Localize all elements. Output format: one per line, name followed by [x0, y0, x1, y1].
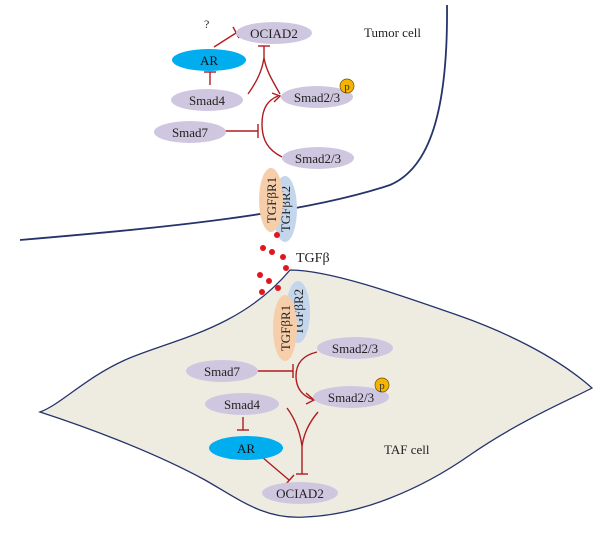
- taf-pathway-lines: [237, 351, 319, 486]
- ligand-dot: [260, 245, 266, 251]
- tumor-smad7-node: Smad7: [154, 121, 226, 143]
- taf-cell-label: TAF cell: [384, 442, 430, 457]
- taf-smad7-label: Smad7: [204, 364, 241, 379]
- tumor-pathway-lines: [204, 26, 283, 158]
- taf-smad23-p-node: Smad2/3: [313, 386, 389, 408]
- taf-ociad2-node: OCIAD2: [262, 482, 338, 504]
- tumor-smad4-label: Smad4: [189, 93, 226, 108]
- taf-smad23-label: Smad2/3: [332, 341, 378, 356]
- taf-smad23-p-label: Smad2/3: [328, 390, 374, 405]
- tumor-cell-membrane: [19, 4, 448, 241]
- tumor-smad23-p-label: Smad2/3: [294, 90, 340, 105]
- ligand-dot: [275, 285, 281, 291]
- ligand-dot: [283, 265, 289, 271]
- taf-tgfbr1-label: TGFβR1: [278, 305, 293, 351]
- tumor-smad23-p-node: Smad2/3: [281, 86, 353, 108]
- tumor-smad4-node: Smad4: [171, 89, 243, 111]
- tumor-ociad2-node: OCIAD2: [236, 22, 312, 44]
- taf-phospho-label: p: [379, 380, 385, 392]
- taf-phospho-badge: p: [374, 377, 390, 393]
- ligand-dot: [257, 272, 263, 278]
- tumor-smad23-node: Smad2/3: [282, 147, 354, 169]
- ligand-dot: [274, 232, 280, 238]
- ligand-dot: [259, 289, 265, 295]
- tgfb-label: TGFβ: [296, 251, 330, 266]
- taf-smad4-node: Smad4: [205, 393, 279, 415]
- tumor-ar-label: AR: [200, 53, 218, 68]
- taf-tgfbr1-node: TGFβR1: [273, 295, 297, 361]
- taf-smad4-label: Smad4: [224, 397, 261, 412]
- question-mark: ?: [204, 17, 209, 31]
- tumor-ar-node: AR: [172, 49, 246, 71]
- tumor-phospho-badge: p: [339, 78, 355, 94]
- tumor-cell-label: Tumor cell: [364, 25, 421, 40]
- tgfb-ligand-dots: [257, 232, 289, 295]
- taf-smad23-node: Smad2/3: [317, 337, 393, 359]
- tumor-smad7-label: Smad7: [172, 125, 209, 140]
- ligand-dot: [280, 254, 286, 260]
- tumor-tgfbr1-label: TGFβR1: [264, 177, 279, 223]
- taf-ar-node: AR: [209, 436, 283, 460]
- tumor-tgfbr1-node: TGFβR1: [259, 168, 283, 232]
- taf-smad7-node: Smad7: [186, 360, 258, 382]
- tumor-smad23-label: Smad2/3: [295, 151, 341, 166]
- ligand-dot: [266, 278, 272, 284]
- taf-ar-label: AR: [237, 441, 255, 456]
- tumor-phospho-label: p: [344, 81, 350, 93]
- ligand-dot: [269, 249, 275, 255]
- tumor-ociad2-label: OCIAD2: [250, 26, 298, 41]
- taf-ociad2-label: OCIAD2: [276, 486, 324, 501]
